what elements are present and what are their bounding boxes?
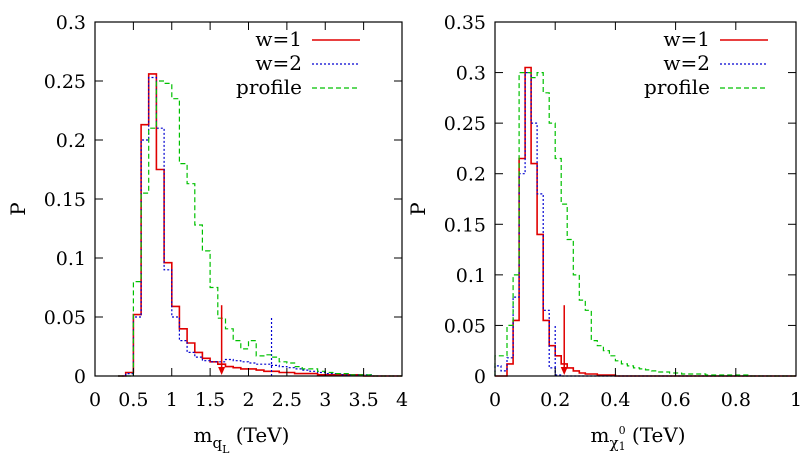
marker-arrow-head (218, 367, 226, 375)
y-axis-label: P (406, 202, 430, 215)
y-tick-label: 0.25 (44, 71, 86, 93)
series-line-w=2 (118, 76, 402, 377)
series-line-w=1 (118, 73, 402, 377)
series-line-profile (494, 72, 796, 377)
y-tick-label: 0.2 (56, 130, 86, 152)
y-tick-label: 0 (74, 366, 86, 388)
x-tick-label: 0 (89, 389, 101, 411)
y-axis-label: P (6, 202, 30, 215)
y-tick-label: 0.25 (444, 113, 486, 135)
y-tick-label: 0 (474, 366, 486, 388)
x-axis-label: mqL (TeV) (194, 423, 290, 456)
x-tick-label: 2 (242, 389, 254, 411)
series-line-profile (118, 80, 402, 377)
series-line-w=1 (495, 66, 796, 377)
legend-label-w=1: w=1 (255, 27, 302, 51)
x-tick-label: 0.5 (118, 389, 148, 411)
legend-label-w=2: w=2 (663, 51, 710, 75)
y-tick-label: 0.3 (56, 12, 86, 34)
x-tick-label: 1.5 (195, 389, 225, 411)
x-tick-label: 0.8 (721, 389, 751, 411)
x-tick-label: 2.5 (272, 389, 302, 411)
y-tick-label: 0.05 (44, 307, 86, 329)
legend-label-profile: profile (644, 75, 710, 99)
x-tick-label: 3.5 (349, 389, 379, 411)
x-tick-label: 1 (790, 389, 802, 411)
y-tick-label: 0.35 (444, 12, 486, 34)
y-tick-label: 0.2 (456, 164, 486, 186)
series-line-w=2 (494, 72, 796, 377)
x-tick-label: 0 (489, 389, 501, 411)
y-tick-label: 0.3 (456, 63, 486, 85)
chart-panel-2: 0 0.2 0.4 0.6 0.8 1 0 0.05 0.1 0.15 0.2 0.25 0.3 0.35… (406, 12, 802, 453)
x-tick-label: 1 (166, 389, 178, 411)
y-tick-label: 0.1 (456, 265, 486, 287)
legend-label-profile: profile (236, 75, 302, 99)
x-tick-label: 0.2 (540, 389, 570, 411)
x-tick-label: 0.4 (600, 389, 630, 411)
plot-frame (494, 21, 797, 377)
y-tick-label: 0.1 (56, 248, 86, 270)
y-tick-label: 0.15 (444, 214, 486, 236)
legend-label-w=1: w=1 (663, 27, 710, 51)
x-axis-label: mχ0 1 (TeV) (591, 423, 686, 453)
y-tick-label: 0.05 (444, 315, 486, 337)
x-tick-label: 4 (396, 389, 408, 411)
chart-panel-1: 0 0.5 1 1.5 2 2.5 3 3.5 4 0 0.05 0.1 0.15 0.2 0.25 0.3 P… (6, 12, 408, 456)
marker-arrow-head (560, 367, 568, 375)
x-tick-label: 3 (319, 389, 331, 411)
y-tick-label: 0.15 (44, 189, 86, 211)
x-tick-label: 0.6 (660, 389, 690, 411)
legend-label-w=2: w=2 (255, 51, 302, 75)
